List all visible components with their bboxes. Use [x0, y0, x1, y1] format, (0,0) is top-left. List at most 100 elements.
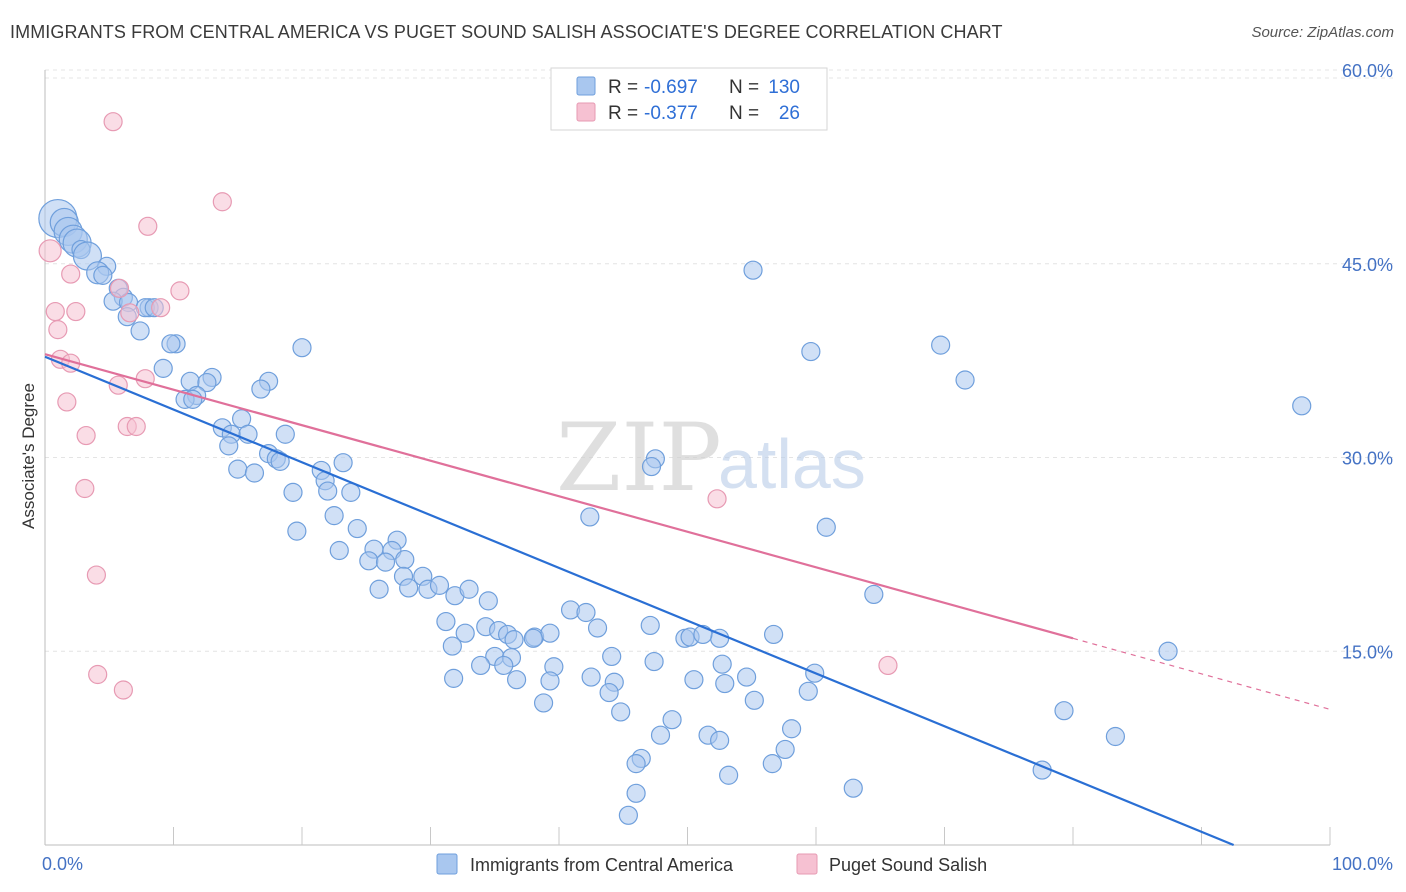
- y-tick-labels: 15.0% 30.0% 45.0% 60.0%: [1342, 61, 1393, 662]
- data-point-salish: [126, 416, 146, 437]
- chart-title: IMMIGRANTS FROM CENTRAL AMERICA VS PUGET…: [10, 22, 1003, 42]
- trend-line-immigrants: [44, 355, 1235, 847]
- data-point-immigrants: [197, 372, 217, 393]
- data-point-immigrants: [662, 710, 682, 730]
- data-point-salish: [109, 278, 130, 298]
- data-point-immigrants: [93, 265, 113, 285]
- legend-top-box: [550, 67, 828, 131]
- data-point-immigrants: [359, 551, 379, 571]
- data-point-immigrants: [455, 623, 475, 643]
- data-point-salish: [66, 301, 86, 322]
- data-point-immigrants: [710, 730, 730, 750]
- data-point-immigrants: [471, 655, 491, 676]
- data-point-immigrants: [318, 481, 338, 501]
- data-point-immigrants: [251, 379, 271, 399]
- data-point-immigrants: [540, 671, 560, 691]
- data-point-immigrants: [429, 575, 450, 595]
- watermark-atlas: atlas: [718, 425, 866, 503]
- legend-r-label: R =: [608, 77, 638, 98]
- data-point-salish: [57, 392, 77, 412]
- data-point-immigrants: [523, 628, 543, 648]
- data-point-salish: [103, 112, 123, 132]
- data-point-immigrants: [1292, 396, 1312, 416]
- data-point-immigrants: [375, 552, 396, 572]
- y-tick-label: 30.0%: [1342, 449, 1393, 469]
- data-point-salish: [151, 298, 171, 318]
- legend-bottom-swatch-salish: [796, 853, 818, 875]
- data-point-immigrants: [843, 778, 863, 798]
- x-ticks: [173, 827, 1331, 845]
- data-point-immigrants: [1158, 641, 1178, 661]
- data-point-immigrants: [228, 459, 248, 479]
- data-point-salish: [170, 281, 190, 301]
- data-point-immigrants: [618, 805, 638, 825]
- data-point-immigrants: [712, 654, 732, 674]
- data-point-immigrants: [161, 334, 181, 354]
- data-point-immigrants: [275, 424, 295, 444]
- legend-swatch-immigrants: [576, 76, 596, 96]
- data-point-immigrants: [611, 702, 631, 722]
- legend-r-label: R =: [608, 103, 638, 124]
- data-point-salish: [48, 320, 68, 340]
- data-point-salish: [707, 489, 727, 509]
- legend-bottom-swatch-immigrants: [436, 853, 458, 875]
- data-point-immigrants: [644, 651, 664, 672]
- data-point-immigrants: [329, 540, 349, 561]
- data-point-immigrants: [864, 584, 884, 605]
- data-point-immigrants: [599, 682, 619, 703]
- data-point-immigrants: [324, 506, 344, 526]
- legend-n-label: N =: [729, 103, 759, 124]
- data-point-immigrants: [587, 618, 608, 638]
- data-point-salish: [38, 239, 62, 263]
- y-tick-label: 45.0%: [1342, 255, 1393, 275]
- data-point-immigrants: [781, 719, 802, 739]
- data-point-immigrants: [684, 670, 704, 690]
- data-point-salish: [76, 425, 96, 446]
- data-point-immigrants: [333, 453, 353, 473]
- data-point-immigrants: [506, 670, 527, 690]
- data-point-salish: [75, 478, 95, 499]
- data-point-immigrants: [459, 579, 479, 599]
- legend-top: R = -0.697 N = 130 R = -0.377 N = 26: [550, 67, 828, 131]
- data-point-immigrants: [395, 549, 415, 570]
- data-point-immigrants: [626, 783, 646, 803]
- legend-bottom: Immigrants from Central America Puget So…: [436, 853, 987, 875]
- data-point-immigrants: [816, 517, 836, 537]
- legend-r-value: -0.697: [644, 77, 698, 98]
- data-point-immigrants: [602, 646, 622, 667]
- data-point-salish: [61, 264, 81, 284]
- data-point-salish: [212, 192, 232, 212]
- data-point-salish: [135, 369, 155, 389]
- legend-bottom-label-salish: Puget Sound Salish: [829, 855, 987, 875]
- data-point-immigrants: [478, 591, 498, 611]
- x-tick-labels: 0.0% 100.0%: [42, 854, 1393, 874]
- legend-swatch-salish: [576, 102, 596, 122]
- data-point-immigrants: [743, 260, 763, 280]
- x-tick-label: 0.0%: [42, 854, 83, 874]
- data-point-immigrants: [436, 611, 456, 632]
- watermark: ZIP atlas: [556, 404, 866, 513]
- watermark-zip: ZIP: [556, 404, 722, 513]
- data-point-immigrants: [444, 668, 464, 688]
- x-tick-label: 100.0%: [1332, 854, 1393, 874]
- y-tick-label: 60.0%: [1342, 61, 1393, 81]
- data-point-salish: [138, 216, 158, 236]
- data-point-immigrants: [442, 636, 462, 656]
- data-point-immigrants: [369, 579, 389, 599]
- data-point-immigrants: [1105, 726, 1126, 747]
- data-point-immigrants: [762, 754, 782, 774]
- data-point-salish: [113, 680, 133, 700]
- data-point-immigrants: [626, 754, 646, 774]
- data-point-immigrants: [715, 673, 735, 694]
- data-point-immigrants: [283, 482, 303, 502]
- data-point-immigrants: [581, 667, 601, 687]
- data-point-immigrants: [287, 521, 307, 541]
- data-point-immigrants: [641, 456, 662, 477]
- data-point-immigrants: [347, 518, 367, 539]
- y-axis-title: Associate's Degree: [19, 383, 38, 529]
- data-point-immigrants: [244, 463, 265, 483]
- data-point-salish: [88, 664, 108, 685]
- trend-line-salish-extension: [1072, 637, 1331, 710]
- data-point-immigrants: [798, 681, 818, 701]
- data-point-salish: [86, 565, 107, 585]
